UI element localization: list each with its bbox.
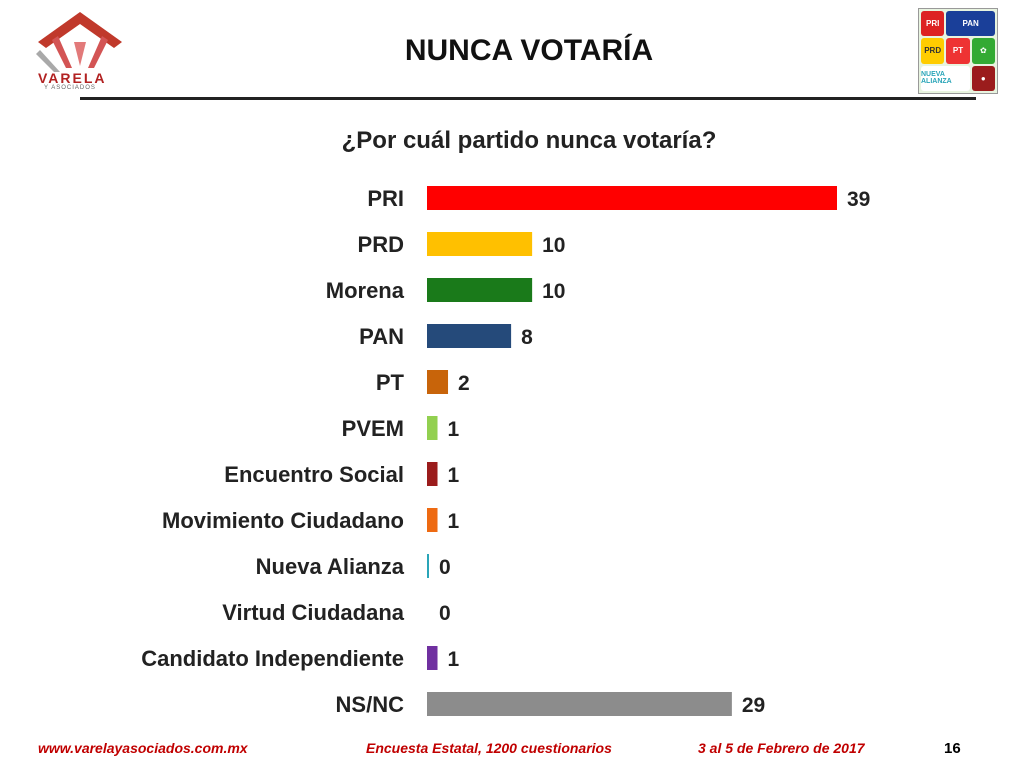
data-label: 0: [439, 602, 451, 625]
bar-ns-nc: [427, 692, 732, 716]
category-label: Encuentro Social: [224, 462, 404, 487]
category-label: PAN: [359, 324, 404, 349]
data-label: 2: [458, 372, 470, 395]
pan-logo-icon: PAN: [946, 11, 995, 37]
bar-candidato-independiente: [427, 646, 438, 670]
pvem-logo-icon: ✿: [971, 38, 995, 64]
category-label: PRD: [358, 232, 404, 257]
data-label: 1: [448, 418, 460, 441]
data-label: 1: [448, 510, 460, 533]
data-label: 8: [521, 326, 533, 349]
bar-encuentro-social: [427, 462, 438, 486]
logo-text: VARELA: [38, 70, 107, 86]
bar-movimiento-ciudadano: [427, 508, 438, 532]
pt-logo-icon: PT: [946, 38, 970, 64]
footer-date: 3 al 5 de Febrero de 2017: [698, 740, 865, 756]
prd-logo-icon: PRD: [921, 38, 945, 64]
data-label: 10: [542, 280, 565, 303]
bar-pt: [427, 370, 449, 394]
category-label: Candidato Independiente: [141, 646, 404, 671]
page-title: NUNCA VOTARÍA: [404, 34, 654, 67]
logo-subtext: Y ASOCIADOS: [44, 85, 96, 91]
data-label: 1: [448, 464, 460, 487]
category-label: NS/NC: [336, 692, 405, 717]
data-label: 10: [542, 234, 565, 257]
data-label: 1: [448, 648, 460, 671]
bar-pri: [427, 186, 837, 210]
varela-logo-icon: [36, 12, 122, 72]
category-label: PVEM: [342, 416, 404, 441]
category-label: Nueva Alianza: [256, 554, 405, 579]
category-label: Movimiento Ciudadano: [162, 508, 404, 533]
pri-logo-icon: PRI: [921, 11, 945, 37]
party-logos: PRI PAN PRD PT ✿ NUEVA ALIANZA ●: [918, 8, 998, 94]
category-label: PRI: [367, 186, 404, 211]
bar-pvem: [427, 416, 438, 440]
category-label: PT: [376, 370, 405, 395]
bar-prd: [427, 232, 533, 256]
category-label: Virtud Ciudadana: [222, 600, 404, 625]
bar-virtud-ciudadana: [427, 600, 429, 624]
nueva-alianza-logo-icon: NUEVA ALIANZA: [921, 65, 970, 91]
footer-website[interactable]: www.varelayasociados.com.mx: [38, 740, 248, 756]
footer-survey: Encuesta Estatal, 1200 cuestionarios: [366, 740, 612, 756]
varela-logo: [30, 6, 130, 90]
title-divider: [80, 97, 976, 100]
data-label: 39: [847, 188, 870, 211]
encuentro-social-logo-icon: ●: [971, 65, 995, 91]
data-label: 29: [742, 694, 765, 717]
bar-morena: [427, 278, 533, 302]
chart-title: ¿Por cuál partido nunca votaría?: [341, 127, 717, 154]
page-number: 16: [944, 740, 961, 757]
category-label: Morena: [326, 278, 405, 303]
bar-nueva-alianza: [427, 554, 429, 578]
data-label: 0: [439, 556, 451, 579]
bar-pan: [427, 324, 512, 348]
